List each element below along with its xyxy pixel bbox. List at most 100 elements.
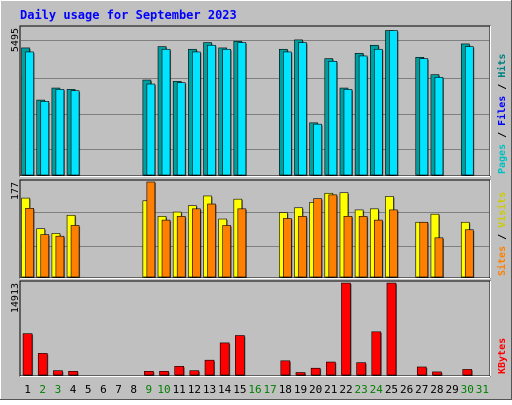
bar-kbytes-day-11 bbox=[174, 366, 184, 376]
bar-kbytes-day-21 bbox=[326, 361, 336, 376]
bar-files-day-28 bbox=[434, 77, 444, 176]
x-tick-label-day-24: 24 bbox=[370, 383, 384, 396]
x-tick-label-day-18: 18 bbox=[279, 383, 292, 396]
bar-files-day-3 bbox=[55, 89, 65, 176]
bar-kbytes-day-23 bbox=[356, 362, 366, 376]
bar-files-day-24 bbox=[373, 48, 383, 176]
x-tick-label-day-29: 29 bbox=[445, 383, 458, 396]
x-tick-label-day-1: 1 bbox=[24, 383, 31, 396]
plot-area bbox=[19, 179, 491, 279]
bar-files-day-10 bbox=[161, 48, 171, 176]
legend-item-pages: Pages bbox=[497, 144, 508, 174]
bar-files-day-4 bbox=[70, 90, 80, 176]
bar-sites-day-9 bbox=[146, 181, 156, 278]
x-tick-label-day-7: 7 bbox=[115, 383, 122, 396]
bar-files-day-12 bbox=[192, 51, 201, 176]
bar-sites-day-24 bbox=[373, 219, 383, 278]
y-axis-max-label: 177 bbox=[10, 182, 21, 200]
bar-kbytes-day-4 bbox=[68, 370, 78, 376]
x-tick-label-day-4: 4 bbox=[70, 383, 77, 396]
bar-sites-day-21 bbox=[328, 194, 338, 278]
bar-sites-day-22 bbox=[343, 216, 353, 278]
bar-sites-day-14 bbox=[222, 225, 231, 278]
bar-kbytes-day-12 bbox=[189, 370, 200, 376]
bar-kbytes-day-28 bbox=[432, 371, 442, 376]
x-tick-label-day-15: 15 bbox=[233, 383, 246, 396]
legend-item-hits: Hits bbox=[496, 54, 508, 78]
bar-sites-day-28 bbox=[434, 237, 444, 278]
legend-item-sites: Sites bbox=[496, 246, 508, 276]
legend-item-files: Files bbox=[496, 96, 508, 126]
chart-title: Daily usage for September 2023 bbox=[20, 8, 237, 22]
bar-kbytes-day-9 bbox=[144, 370, 154, 376]
bar-sites-day-4 bbox=[70, 225, 80, 278]
legend: Pages / Files / Hits bbox=[496, 54, 508, 174]
bar-kbytes-day-19 bbox=[295, 372, 306, 376]
bar-files-day-11 bbox=[176, 82, 186, 176]
x-tick-label-day-17: 17 bbox=[264, 383, 277, 396]
legend-item-visits: Visits bbox=[496, 192, 508, 228]
bar-kbytes-day-2 bbox=[37, 353, 48, 376]
x-tick-label-day-23: 23 bbox=[355, 383, 368, 396]
bar-files-day-30 bbox=[464, 46, 474, 176]
bar-sites-day-23 bbox=[358, 216, 368, 278]
bar-sites-day-3 bbox=[55, 235, 65, 278]
bar-files-day-21 bbox=[328, 61, 338, 176]
x-tick-label-day-26: 26 bbox=[400, 383, 413, 396]
bar-sites-day-15 bbox=[237, 208, 247, 278]
bar-kbytes-day-20 bbox=[310, 367, 321, 376]
bar-sites-day-1 bbox=[25, 207, 34, 278]
bar-kbytes-day-1 bbox=[22, 333, 33, 376]
x-tick-label-day-12: 12 bbox=[188, 383, 201, 396]
x-tick-label-day-25: 25 bbox=[385, 383, 398, 396]
y-axis-max-label: 5495 bbox=[10, 28, 21, 52]
bar-sites-day-25 bbox=[389, 209, 398, 278]
legend-separator: / bbox=[497, 126, 508, 144]
bar-files-day-15 bbox=[237, 42, 247, 176]
plot-area bbox=[19, 280, 491, 377]
x-tick-label-day-27: 27 bbox=[415, 383, 428, 396]
bar-files-day-18 bbox=[283, 51, 292, 176]
bar-kbytes-day-15 bbox=[235, 335, 245, 376]
bar-sites-day-19 bbox=[298, 216, 307, 278]
bar-kbytes-day-10 bbox=[159, 370, 169, 376]
bar-files-day-19 bbox=[298, 42, 307, 176]
legend-separator: / bbox=[497, 228, 508, 246]
x-tick-label-day-10: 10 bbox=[157, 383, 170, 396]
x-tick-label-day-2: 2 bbox=[39, 383, 46, 396]
x-tick-label-day-16: 16 bbox=[248, 383, 261, 396]
bar-sites-day-11 bbox=[176, 216, 186, 278]
bar-sites-day-13 bbox=[207, 203, 216, 278]
bar-sites-day-2 bbox=[40, 234, 50, 278]
x-tick-label-day-5: 5 bbox=[85, 383, 92, 396]
panel-bottom: 14913 KBytes bbox=[10, 280, 508, 377]
bar-files-day-25 bbox=[389, 30, 398, 176]
bar-kbytes-day-13 bbox=[204, 359, 215, 376]
bar-files-day-20 bbox=[313, 123, 322, 176]
bar-files-day-13 bbox=[207, 44, 216, 176]
x-tick-label-day-13: 13 bbox=[203, 383, 216, 396]
legend-item-kbytes: KBytes bbox=[497, 338, 508, 374]
bar-kbytes-day-3 bbox=[53, 370, 63, 376]
bar-files-day-1 bbox=[25, 51, 34, 176]
x-tick-label-day-3: 3 bbox=[55, 383, 62, 396]
x-tick-label-day-9: 9 bbox=[146, 383, 153, 396]
y-axis-max-label: 14913 bbox=[10, 283, 21, 313]
x-tick-label-day-8: 8 bbox=[130, 383, 137, 396]
x-tick-label-day-21: 21 bbox=[324, 383, 337, 396]
legend: Sites / Visits bbox=[496, 192, 508, 276]
bar-kbytes-day-22 bbox=[341, 282, 351, 376]
bar-files-day-2 bbox=[40, 101, 50, 176]
bar-sites-day-20 bbox=[313, 198, 322, 278]
bar-kbytes-day-30 bbox=[462, 369, 473, 376]
bar-kbytes-day-24 bbox=[371, 331, 382, 376]
bar-kbytes-day-14 bbox=[219, 342, 230, 376]
x-tick-label-day-31: 31 bbox=[476, 383, 489, 396]
x-tick-label-day-6: 6 bbox=[100, 383, 107, 396]
legend-separator: / bbox=[497, 78, 508, 96]
bar-sites-day-12 bbox=[192, 208, 201, 278]
bar-kbytes-day-25 bbox=[386, 282, 397, 376]
x-tick-label-day-22: 22 bbox=[339, 383, 352, 396]
